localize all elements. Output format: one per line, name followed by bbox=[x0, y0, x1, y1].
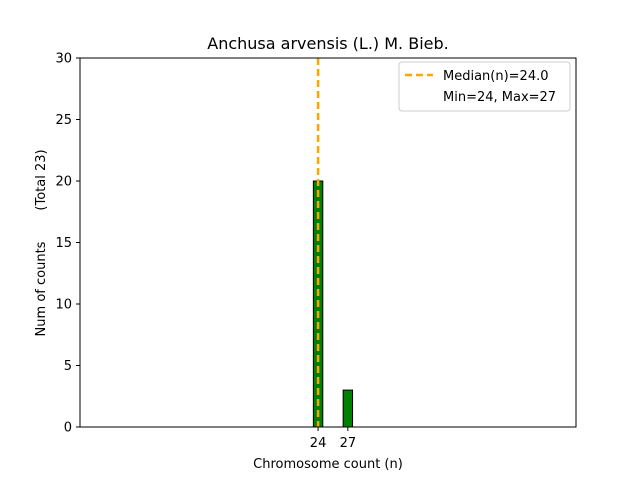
y-axis-label: Num of counts bbox=[34, 241, 49, 336]
plot-frame bbox=[79, 57, 577, 428]
y-ticks: 0 5 10 15 20 25 30 bbox=[55, 52, 80, 436]
legend-minmax-label: Min=24, Max=27 bbox=[443, 90, 556, 105]
y-tick-label-15: 15 bbox=[55, 236, 72, 251]
legend-box bbox=[398, 61, 571, 112]
y-tick-label-10: 10 bbox=[55, 298, 72, 313]
legend: Median(n)=24.0 Min=24, Max=27 bbox=[398, 61, 571, 112]
y-tick-label-0: 0 bbox=[64, 421, 72, 436]
y-tick-label-5: 5 bbox=[64, 359, 72, 374]
x-ticks: 24 27 bbox=[310, 427, 356, 451]
y-tick-label-25: 25 bbox=[55, 113, 72, 128]
x-axis-label: Chromosome count (n) bbox=[253, 457, 403, 472]
y-tick-label-20: 20 bbox=[55, 175, 72, 190]
bar-27 bbox=[342, 389, 354, 428]
y-tick-label-30: 30 bbox=[55, 52, 72, 67]
y-axis-total-label: (Total 23) bbox=[34, 149, 49, 210]
x-tick-label-27: 27 bbox=[340, 436, 357, 451]
x-tick-label-24: 24 bbox=[310, 436, 327, 451]
chart-title: Anchusa arvensis (L.) M. Bieb. bbox=[207, 34, 448, 53]
legend-median-label: Median(n)=24.0 bbox=[443, 69, 549, 84]
